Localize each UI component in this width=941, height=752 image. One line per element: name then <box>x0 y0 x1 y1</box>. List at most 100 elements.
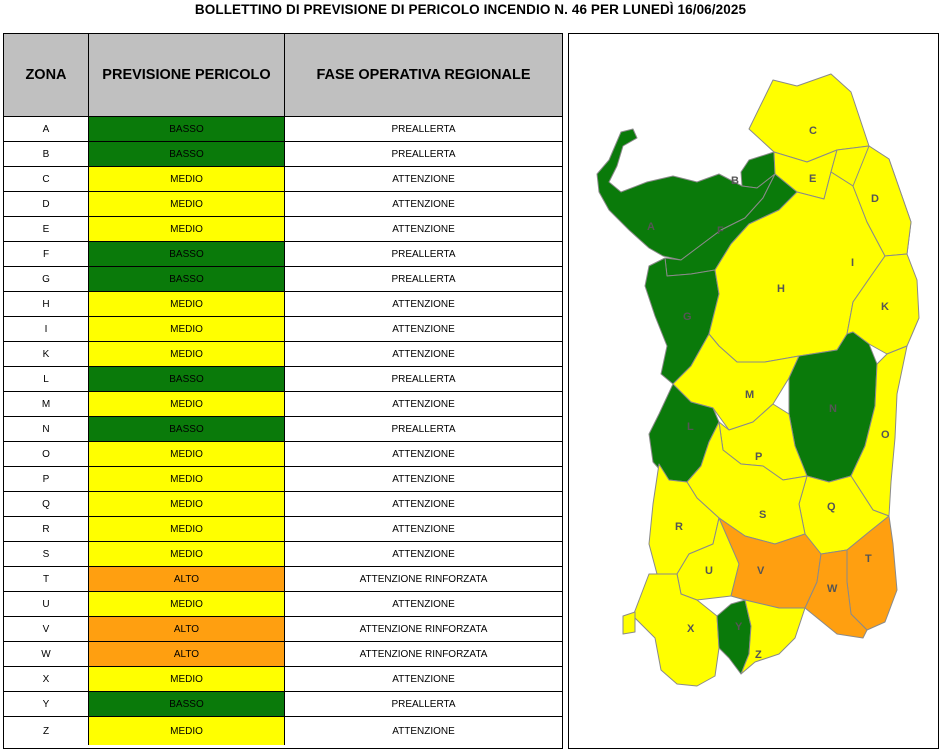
risk-table: ZONA PREVISIONE PERICOLO FASE OPERATIVA … <box>4 34 562 745</box>
pericolo-cell: MEDIO <box>88 316 285 342</box>
map-zone-label: U <box>705 565 713 577</box>
zona-cell: A <box>4 116 89 142</box>
fase-cell: ATTENZIONE <box>284 391 562 417</box>
fase-cell: ATTENZIONE <box>284 441 562 467</box>
map-zone-label: E <box>809 173 816 185</box>
map-zone-o <box>850 345 908 517</box>
pericolo-cell: ALTO <box>88 566 285 592</box>
pericolo-cell: MEDIO <box>88 491 285 517</box>
zona-cell: T <box>4 566 89 592</box>
sardinia-map-panel: A B C D E F G H I K L M N O P Q R S T U V W X Y Z <box>568 33 939 749</box>
table-header-row: ZONA PREVISIONE PERICOLO FASE OPERATIVA … <box>4 34 562 117</box>
table-body: A BASSO PREALLERTA B BASSO PREALLERTA C MEDIO AT… <box>4 116 562 745</box>
map-island <box>622 611 636 635</box>
zona-cell: N <box>4 416 89 442</box>
table-row: P MEDIO ATTENZIONE <box>4 466 562 492</box>
pericolo-cell: MEDIO <box>88 216 285 242</box>
map-zone-label: F <box>717 225 724 237</box>
map-zone-label: D <box>871 193 879 205</box>
map-zone-label: V <box>757 565 765 577</box>
fase-cell: ATTENZIONE <box>284 466 562 492</box>
pericolo-cell: MEDIO <box>88 666 285 692</box>
map-zone-label: L <box>687 421 694 433</box>
table-row: H MEDIO ATTENZIONE <box>4 291 562 317</box>
fase-cell: PREALLERTA <box>284 116 562 142</box>
fase-cell: ATTENZIONE <box>284 491 562 517</box>
map-zone-label: T <box>865 553 872 565</box>
pericolo-cell: MEDIO <box>88 291 285 317</box>
fase-cell: ATTENZIONE <box>284 191 562 217</box>
zona-cell: B <box>4 141 89 167</box>
zona-cell: L <box>4 366 89 392</box>
fase-cell: PREALLERTA <box>284 691 562 717</box>
pericolo-cell: MEDIO <box>88 591 285 617</box>
table-row: N BASSO PREALLERTA <box>4 416 562 442</box>
pericolo-cell: MEDIO <box>88 341 285 367</box>
pericolo-cell: BASSO <box>88 416 285 442</box>
map-zone-label: B <box>731 175 739 187</box>
table-row: F BASSO PREALLERTA <box>4 241 562 267</box>
table-row: V ALTO ATTENZIONE RINFORZATA <box>4 616 562 642</box>
zona-cell: S <box>4 541 89 567</box>
table-row: S MEDIO ATTENZIONE <box>4 541 562 567</box>
map-zone-z <box>740 599 806 675</box>
map-zone-label: K <box>881 301 889 313</box>
fase-cell: PREALLERTA <box>284 241 562 267</box>
fase-cell: PREALLERTA <box>284 266 562 292</box>
map-zone-label: H <box>777 283 785 295</box>
bulletin-title: BOLLETTINO DI PREVISIONE DI PERICOLO INC… <box>194 2 747 17</box>
map-zone-label: M <box>745 389 754 401</box>
pericolo-cell: MEDIO <box>88 441 285 467</box>
table-row: W ALTO ATTENZIONE RINFORZATA <box>4 641 562 667</box>
table-row: E MEDIO ATTENZIONE <box>4 216 562 242</box>
pericolo-cell: MEDIO <box>88 191 285 217</box>
map-zone-x <box>632 573 720 687</box>
map-zone-label: A <box>647 221 655 233</box>
map-zone-label: G <box>683 311 692 323</box>
map-zone-label: C <box>809 125 817 137</box>
table-row: Q MEDIO ATTENZIONE <box>4 491 562 517</box>
zona-cell: Q <box>4 491 89 517</box>
fase-cell: PREALLERTA <box>284 366 562 392</box>
table-row: I MEDIO ATTENZIONE <box>4 316 562 342</box>
zona-cell: O <box>4 441 89 467</box>
fase-cell: ATTENZIONE <box>284 341 562 367</box>
zona-cell: H <box>4 291 89 317</box>
map-zone-label: O <box>881 429 890 441</box>
fase-cell: PREALLERTA <box>284 416 562 442</box>
zona-cell: M <box>4 391 89 417</box>
table-row: Y BASSO PREALLERTA <box>4 691 562 717</box>
table-row: O MEDIO ATTENZIONE <box>4 441 562 467</box>
pericolo-cell: MEDIO <box>88 391 285 417</box>
table-row: D MEDIO ATTENZIONE <box>4 191 562 217</box>
zona-cell: E <box>4 216 89 242</box>
pericolo-cell: MEDIO <box>88 541 285 567</box>
zona-cell: V <box>4 616 89 642</box>
table-row: U MEDIO ATTENZIONE <box>4 591 562 617</box>
map-zone-label: P <box>755 451 762 463</box>
pericolo-cell: BASSO <box>88 366 285 392</box>
fase-cell: ATTENZIONE <box>284 516 562 542</box>
map-zone-k <box>846 253 920 355</box>
map-zone-label: I <box>851 257 854 269</box>
risk-table-container: ZONA PREVISIONE PERICOLO FASE OPERATIVA … <box>3 33 563 749</box>
table-row: T ALTO ATTENZIONE RINFORZATA <box>4 566 562 592</box>
table-row: B BASSO PREALLERTA <box>4 141 562 167</box>
fase-cell: ATTENZIONE <box>392 725 455 737</box>
pericolo-cell: BASSO <box>88 691 285 717</box>
fase-cell: ATTENZIONE RINFORZATA <box>284 641 562 667</box>
map-zone-label: W <box>827 583 838 595</box>
map-zone-label: Q <box>827 501 836 513</box>
pericolo-cell: MEDIO <box>88 716 285 745</box>
map-zone-label: X <box>687 623 695 635</box>
map-zone-i <box>852 145 912 257</box>
fase-cell: ATTENZIONE <box>284 166 562 192</box>
zona-cell: I <box>4 316 89 342</box>
fase-cell: ATTENZIONE <box>284 216 562 242</box>
fase-cell: ATTENZIONE <box>284 666 562 692</box>
table-row: M MEDIO ATTENZIONE <box>4 391 562 417</box>
map-zone-label: Y <box>735 621 743 633</box>
fase-cell: ATTENZIONE <box>284 591 562 617</box>
zona-cell: K <box>4 341 89 367</box>
fase-cell: ATTENZIONE RINFORZATA <box>284 616 562 642</box>
